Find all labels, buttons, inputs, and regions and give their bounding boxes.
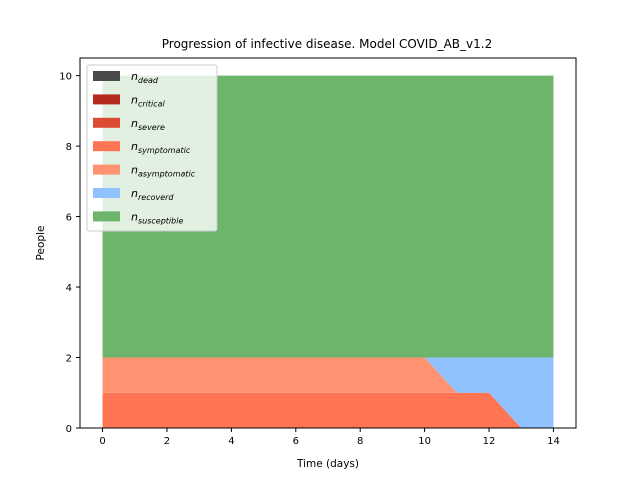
x-axis: 0 2 4 6 8 10 12 14	[99, 428, 560, 447]
chart-title: Progression of infective disease. Model …	[162, 37, 492, 51]
x-tick-label: 12	[483, 436, 496, 447]
y-tick-label: 8	[66, 142, 72, 153]
area-asymptomatic	[102, 357, 554, 428]
legend-label-recoverd: nrecoverd	[131, 187, 174, 202]
legend-swatch-susceptible	[93, 211, 120, 222]
y-tick-label: 4	[66, 283, 72, 294]
area-symptomatic	[102, 392, 554, 428]
legend: ndead ncritical nsevere nsymptomatic nasympt…	[86, 64, 218, 232]
legend-swatch-dead	[93, 71, 120, 81]
y-tick-label: 6	[66, 213, 72, 224]
area-recoverd	[102, 357, 554, 428]
plot-frame	[79, 57, 577, 429]
x-axis-label: Time (days)	[296, 458, 359, 470]
legend-swatch-asymptomatic	[93, 164, 120, 175]
x-tick-label: 14	[547, 436, 560, 447]
y-axis: 0 2 4 6 8 10	[59, 72, 80, 435]
x-tick-label: 0	[99, 436, 105, 447]
x-tick-label: 8	[357, 436, 363, 447]
x-tick-label: 2	[164, 436, 170, 447]
x-tick-label: 10	[418, 436, 431, 447]
legend-label-severe: nsevere	[131, 117, 165, 132]
legend-swatch-symptomatic	[93, 141, 120, 152]
legend-label-susceptible: nsusceptible	[131, 210, 183, 225]
y-axis-label: People	[35, 226, 47, 261]
y-tick-label: 0	[66, 424, 72, 435]
legend-swatch-recoverd	[93, 188, 120, 198]
x-tick-label: 4	[228, 436, 234, 447]
y-tick-label: 2	[66, 354, 72, 365]
legend-label-symptomatic: nsymptomatic	[131, 140, 191, 155]
legend-label-asymptomatic: nasymptomatic	[131, 164, 196, 179]
legend-label-dead: ndead	[131, 70, 159, 85]
legend-label-critical: ncritical	[131, 93, 166, 108]
x-tick-label: 6	[293, 436, 299, 447]
legend-swatch-severe	[93, 117, 120, 128]
legend-swatch-critical	[93, 94, 120, 105]
y-tick-label: 10	[59, 72, 72, 83]
